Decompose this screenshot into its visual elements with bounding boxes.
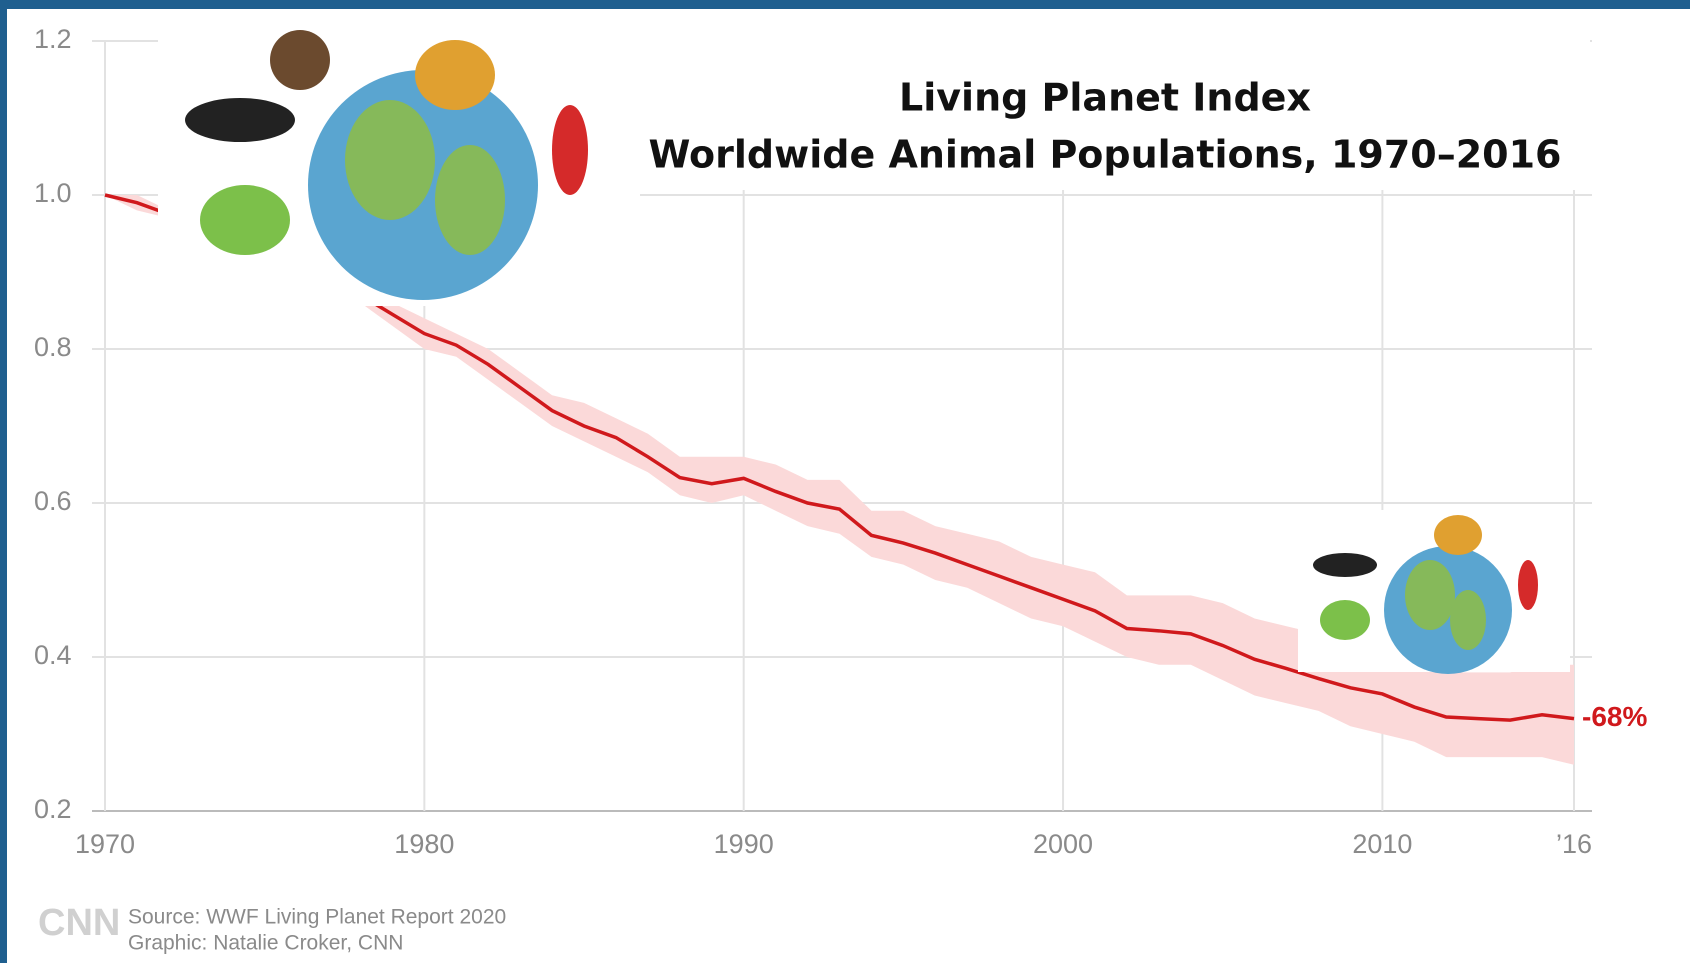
chart-title: Living Planet Index (899, 76, 1311, 120)
top-border (0, 0, 1690, 9)
x-tick-label: 1970 (75, 829, 135, 859)
y-tick-label: 0.8 (34, 332, 72, 362)
logo: CNN (38, 902, 120, 944)
chart-subtitle: Worldwide Animal Populations, 1970–2016 (649, 133, 1562, 177)
x-tick-label: 1980 (394, 829, 454, 859)
x-tick-label: ’16 (1556, 829, 1592, 859)
illustration (1298, 510, 1570, 674)
y-tick-label: 1.0 (34, 178, 72, 208)
plot-layer: 0.2 0.4 0.6 0.8 1.0 1.2 1970 1980 1990 2000 2010 ’1… (34, 24, 1592, 859)
confidence-band (105, 195, 1574, 765)
source: Source: WWF Living Planet Report 2020 (128, 906, 506, 929)
annotation: -68% (1582, 701, 1647, 732)
y-tick-label: 0.6 (34, 486, 72, 516)
x-tick-label: 2010 (1352, 829, 1412, 859)
y-tick-label: 0.4 (34, 640, 72, 670)
left-border (0, 0, 7, 963)
illustration (158, 20, 640, 306)
credit: Graphic: Natalie Croker, CNN (128, 932, 403, 955)
title-box (640, 20, 1590, 190)
y-tick-label: 0.2 (34, 794, 72, 824)
y-tick-label: 1.2 (34, 24, 72, 54)
x-tick-label: 1990 (714, 829, 774, 859)
x-tick-label: 2000 (1033, 829, 1093, 859)
